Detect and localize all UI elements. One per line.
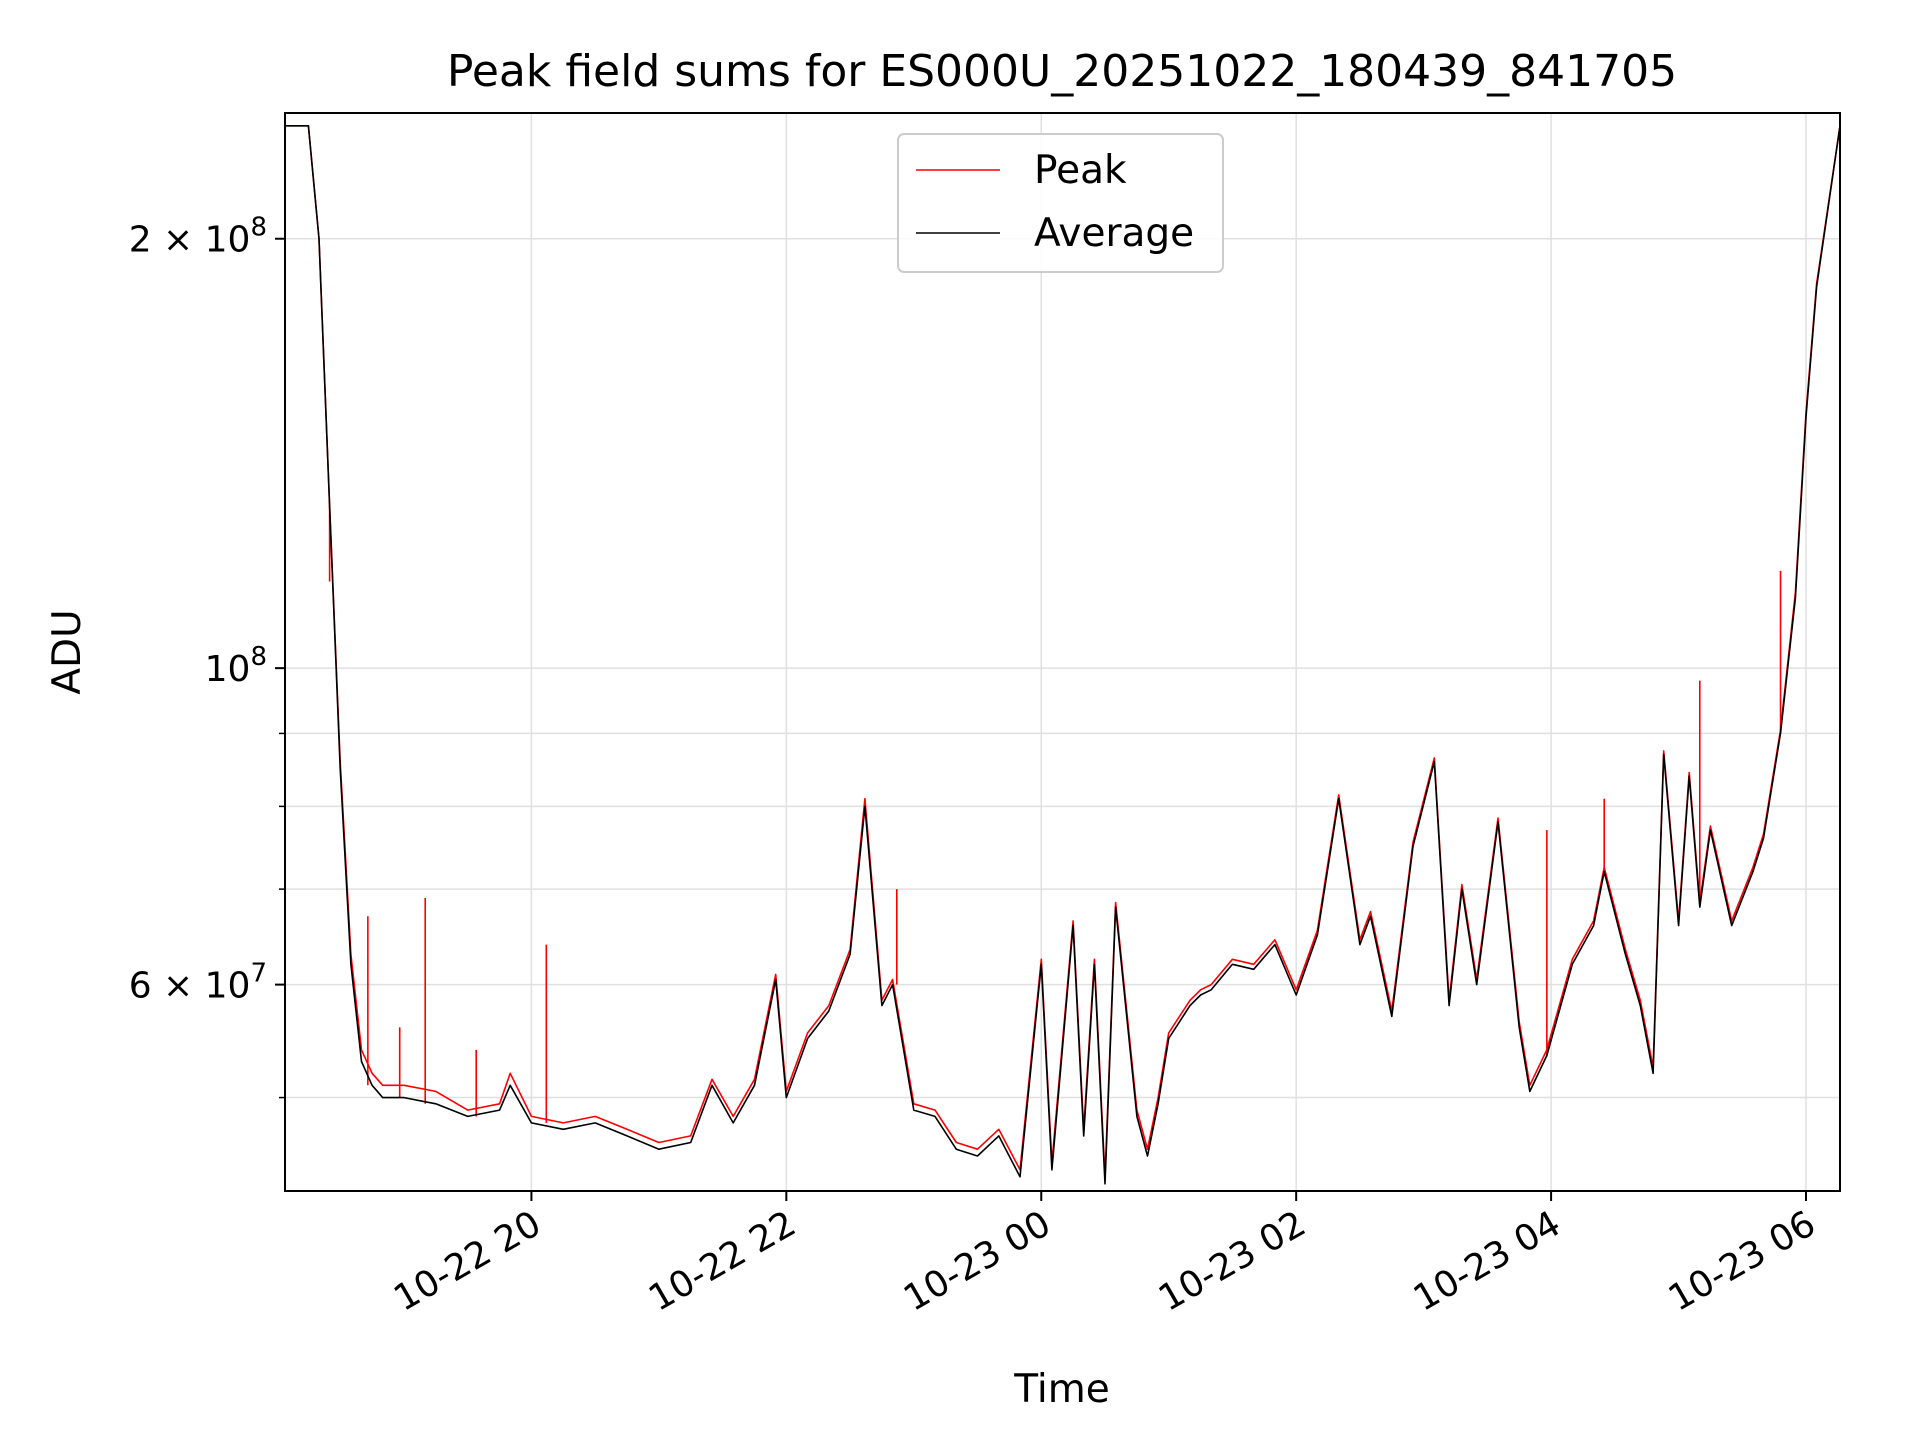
x-axis-label: Time (1013, 1367, 1109, 1412)
y-tick-label: 2 × 108 (129, 213, 267, 261)
legend-label-peak: Peak (1034, 148, 1127, 193)
series-line-average (285, 125, 1840, 1185)
y-tick-label: 6 × 107 (129, 959, 267, 1007)
legend-box (897, 133, 1224, 273)
plot-frame (284, 112, 1841, 1192)
y-tick-label: 108 (205, 642, 267, 690)
legend-label-average: Average (1034, 211, 1194, 256)
grid-layer (285, 113, 1840, 1191)
chart-title: Peak field sums for ES000U_20251022_1804… (447, 46, 1677, 97)
y-axis-label: ADU (45, 609, 90, 694)
legend: Peak Average (897, 133, 1224, 273)
series-layer (285, 125, 1840, 1185)
